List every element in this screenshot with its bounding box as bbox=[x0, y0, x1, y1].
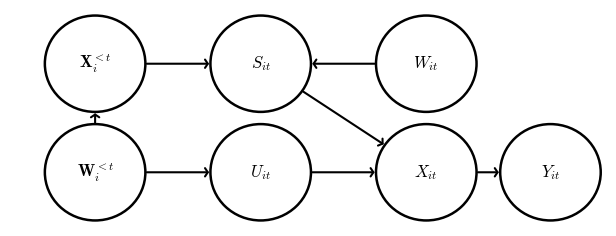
Text: $X_{it}$: $X_{it}$ bbox=[415, 163, 438, 182]
Ellipse shape bbox=[211, 124, 311, 220]
Ellipse shape bbox=[211, 16, 311, 112]
Text: $U_{it}$: $U_{it}$ bbox=[250, 163, 271, 182]
Text: $\mathbf{W}_i^{<t}$: $\mathbf{W}_i^{<t}$ bbox=[76, 161, 113, 184]
Ellipse shape bbox=[500, 124, 601, 220]
Text: $\mathbf{X}_i^{<t}$: $\mathbf{X}_i^{<t}$ bbox=[79, 52, 111, 75]
Ellipse shape bbox=[376, 124, 477, 220]
Text: $W_{it}$: $W_{it}$ bbox=[413, 54, 439, 73]
Text: $Y_{it}$: $Y_{it}$ bbox=[541, 163, 560, 182]
Text: $S_{it}$: $S_{it}$ bbox=[251, 54, 270, 73]
Ellipse shape bbox=[45, 16, 145, 112]
Ellipse shape bbox=[376, 16, 477, 112]
Ellipse shape bbox=[45, 124, 145, 220]
